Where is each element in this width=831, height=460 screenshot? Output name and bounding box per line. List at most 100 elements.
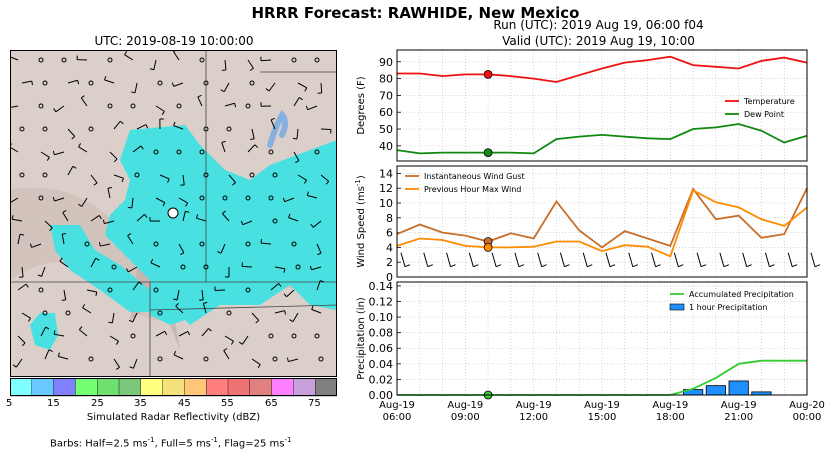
wind-barb: [293, 151, 300, 161]
calm-wind-marker: [203, 80, 209, 86]
wind-barb: [247, 59, 254, 69]
current-time-marker: [483, 69, 493, 79]
water-body: [267, 109, 288, 148]
wind-barb: [241, 265, 253, 268]
wind-barb-tick: [185, 202, 189, 207]
colorbar: [10, 378, 337, 397]
calm-wind-marker: [226, 310, 232, 316]
wind-barb: [514, 252, 520, 267]
wind-barb: [90, 215, 100, 222]
wind-barb-tick: [284, 310, 287, 315]
cbar-tick: 45: [178, 398, 191, 409]
wind-barb: [446, 252, 452, 267]
panel-precipitation: 0.00 0.02 0.04 0.06 0.08 0.10 0.12 0.14Precipit…: [356, 280, 808, 402]
wind-barb: [719, 252, 725, 267]
wind-barb: [293, 97, 300, 107]
colorbar-swatch: [271, 378, 294, 397]
wind-barb-tick: [495, 264, 502, 268]
wind-barb-tick: [48, 349, 53, 352]
wind-barb-tick: [769, 264, 775, 268]
wind-barb: [132, 281, 140, 291]
run-line: Run (UTC): 2019 Aug 19, 06:00 f04: [493, 18, 704, 32]
wind-barb-tick: [311, 305, 314, 310]
cbar-tick: 15: [47, 398, 60, 409]
radar-map: [10, 50, 337, 377]
legend-label: Accumulated Precipitation: [689, 290, 794, 299]
wind-barb-tick: [427, 264, 433, 268]
wind-barb: [173, 125, 184, 130]
wind-barb: [127, 235, 134, 245]
wind-barb-tick: [723, 264, 730, 268]
wind-barb: [86, 289, 97, 293]
calm-wind-marker: [42, 310, 48, 316]
wind-barb: [224, 102, 235, 107]
x-tick-label: Aug-20: [789, 400, 825, 411]
y-tick-label: 40: [379, 140, 393, 153]
wind-barb: [284, 197, 295, 203]
wind-barb-tick: [115, 340, 119, 345]
wind-barb-tick: [144, 214, 148, 218]
wind-barb: [316, 243, 322, 254]
wind-barb-tick: [257, 364, 261, 369]
wind-barb-tick: [249, 67, 254, 71]
colorbar-swatch: [140, 378, 164, 397]
wind-barb: [268, 82, 276, 92]
wind-barb-tick: [303, 179, 307, 184]
wind-barb: [605, 252, 611, 267]
wind-barb-tick: [62, 210, 67, 213]
wind-barb-tick: [115, 366, 120, 370]
y-tick-label: 70: [379, 89, 393, 102]
wind-barb-tick: [167, 178, 170, 183]
wind-barb: [17, 283, 27, 291]
wind-barb-tick: [98, 215, 102, 220]
colorbar-label: Simulated Radar Reflectivity (dBZ): [86, 412, 261, 423]
wind-barb-tick: [283, 268, 286, 273]
wind-barb-tick: [317, 252, 322, 256]
calm-wind-marker: [291, 57, 297, 63]
wind-barb-tick: [162, 202, 166, 207]
wind-barb-tick: [128, 319, 133, 323]
calm-wind-marker: [203, 264, 209, 270]
wind-barb-tick: [678, 264, 684, 268]
wind-barb-tick: [655, 264, 661, 268]
wind-barb: [696, 252, 702, 267]
wind-barb-tick: [95, 257, 100, 261]
wind-barb-tick: [208, 328, 212, 332]
wind-barb-tick: [45, 326, 50, 330]
calm-wind-marker: [272, 172, 278, 178]
legend: Temperature Dew Point: [725, 97, 795, 119]
wind-barb-tick: [175, 302, 179, 307]
calm-wind-marker: [268, 333, 274, 339]
calm-wind-marker: [38, 57, 44, 63]
wind-barb: [582, 252, 588, 267]
x-tick-label: 12:00: [519, 412, 548, 423]
wind-barb: [55, 105, 65, 113]
wind-barb: [153, 59, 157, 70]
wind-barb: [58, 356, 69, 360]
wind-barb: [178, 197, 188, 204]
x-tick-label: Aug-19: [379, 400, 415, 411]
wind-barb-tick: [12, 364, 17, 368]
calm-wind-marker: [65, 310, 71, 316]
wind-barb: [59, 260, 69, 268]
wind-barb: [260, 242, 272, 245]
wind-barb: [62, 212, 69, 222]
calm-wind-marker: [130, 333, 136, 339]
wind-barb: [787, 252, 793, 267]
wind-barb: [63, 289, 67, 300]
wind-barb: [810, 252, 816, 267]
calm-wind-marker: [245, 287, 251, 293]
y-tick-label: 50: [379, 123, 393, 136]
wind-barb-tick: [222, 210, 226, 214]
wind-barb: [260, 59, 272, 62]
y-tick-label: 0.00: [369, 389, 394, 402]
wind-barb-tick: [609, 264, 616, 268]
calm-wind-marker: [153, 149, 159, 155]
wind-barb-tick: [309, 265, 312, 270]
colorbar-swatch: [205, 378, 229, 397]
wind-barb: [673, 252, 679, 267]
wind-barb: [228, 174, 236, 183]
wind-barb: [113, 174, 124, 179]
wind-barb: [80, 97, 88, 107]
colorbar-ticks: 5 15 25 35 45 55 65 75: [6, 398, 337, 412]
